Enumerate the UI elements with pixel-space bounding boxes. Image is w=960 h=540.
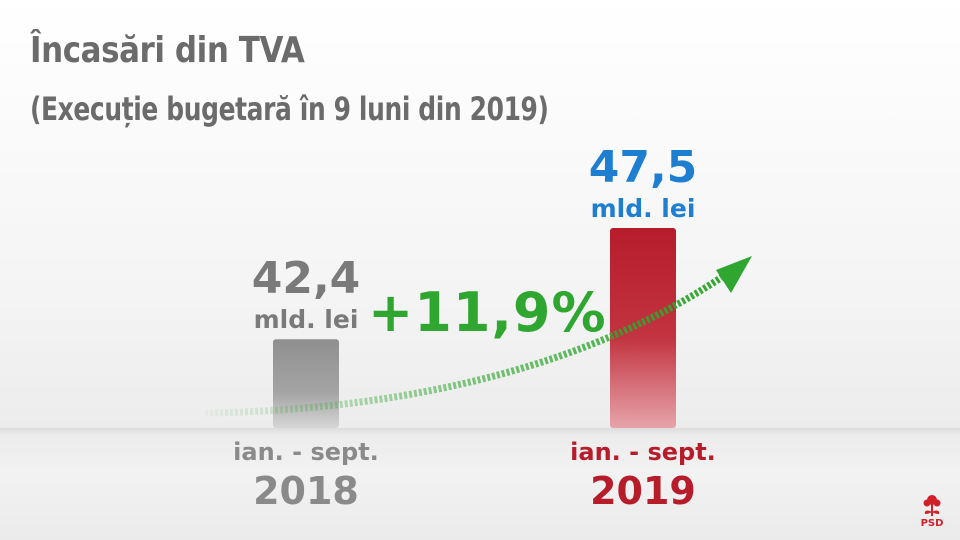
category-label-2019: 2019	[590, 469, 696, 513]
category-label-2018: 2018	[253, 469, 359, 513]
unit-label-2019: mld. lei	[590, 194, 696, 223]
bar-2019	[610, 228, 676, 428]
rose-icon	[923, 495, 941, 516]
chart-title: Încasări din TVA	[30, 30, 305, 71]
chart-subtitle: (Execuție bugetară în 9 luni din 2019)	[30, 90, 549, 128]
growth-arrow-head	[716, 256, 752, 293]
period-label-2018: ian. - sept.	[233, 438, 379, 466]
psd-logo: PSD	[914, 492, 950, 532]
growth-percentage: +11,9%	[368, 281, 607, 344]
bar-2018	[273, 339, 339, 428]
period-label-2019: ian. - sept.	[570, 438, 716, 466]
value-label-2019: 47,5	[588, 142, 698, 193]
logo-text: PSD	[920, 518, 944, 529]
floor-band	[0, 428, 960, 540]
growth-arrow-curve	[204, 272, 727, 417]
growth-arrow	[204, 256, 752, 417]
unit-label-2018: mld. lei	[253, 305, 359, 335]
value-label-2018: 42,4	[251, 253, 361, 305]
